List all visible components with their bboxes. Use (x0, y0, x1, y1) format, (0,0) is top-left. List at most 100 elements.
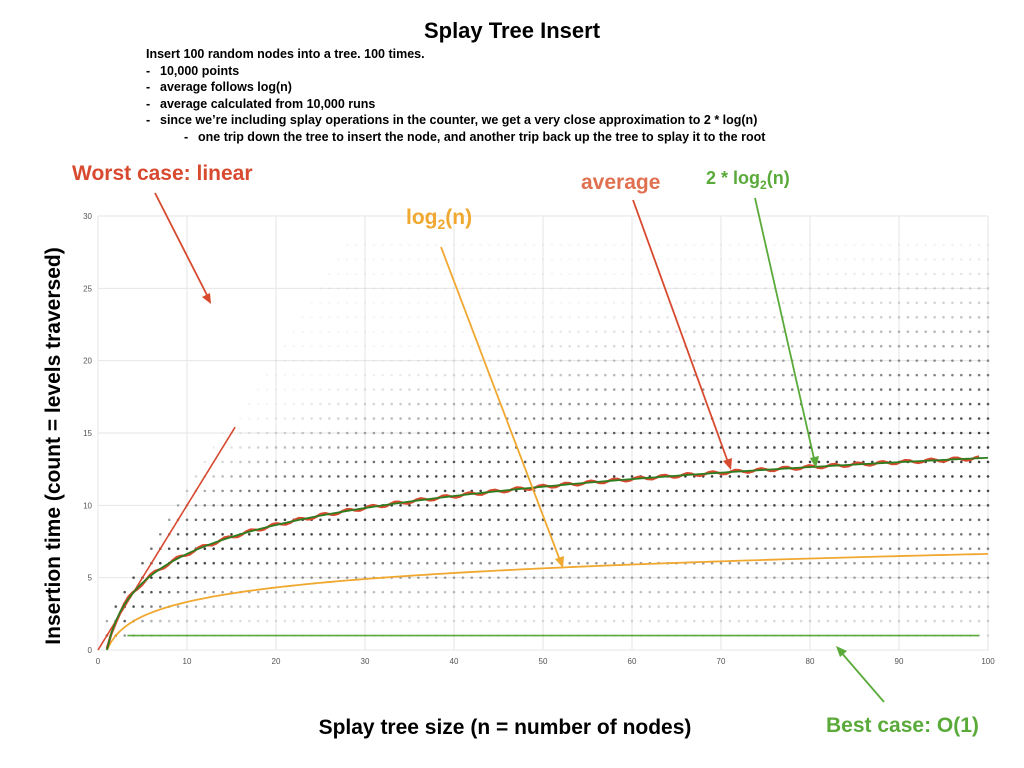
scatter-point (577, 344, 580, 348)
scatter-point (345, 446, 349, 449)
scatter-point (381, 590, 385, 594)
scatter-point (871, 504, 874, 507)
scatter-point (595, 547, 598, 551)
scatter-point (434, 344, 438, 348)
scatter-point (452, 344, 456, 348)
scatter-point (924, 547, 927, 551)
scatter-point (560, 302, 563, 305)
scatter-point (977, 532, 981, 536)
scatter-point (799, 301, 803, 305)
scatter-point (675, 244, 678, 247)
scatter-point (471, 302, 474, 305)
scatter-point (897, 388, 901, 391)
scatter-point (871, 460, 874, 464)
scatter-point (497, 287, 500, 290)
scatter-point (363, 446, 367, 449)
scatter-point (532, 460, 536, 464)
scatter-point (346, 330, 349, 333)
scatter-point (185, 590, 189, 594)
scatter-point (817, 576, 821, 579)
scatter-point (577, 273, 580, 276)
scatter-point (497, 417, 500, 420)
scatter-point (408, 547, 411, 551)
scatter-point (933, 561, 936, 565)
scatter-point (604, 359, 607, 362)
scatter-point (915, 619, 919, 623)
scatter-point (844, 605, 847, 608)
scatter-point (960, 359, 963, 362)
scatter-point (630, 504, 634, 507)
scatter-point (612, 388, 616, 391)
scatter-point (826, 315, 830, 319)
scatter-point (879, 417, 883, 420)
scatter-point (479, 532, 483, 536)
scatter-point (408, 258, 411, 261)
scatter-point (906, 532, 910, 536)
scatter-point (443, 532, 447, 536)
scatter-point (355, 316, 358, 319)
scatter-point (942, 446, 945, 449)
scatter-point (310, 431, 313, 435)
scatter-point (621, 576, 625, 579)
scatter-point (301, 402, 305, 406)
scatter-point (666, 532, 669, 536)
scatter-point (434, 518, 438, 522)
scatter-point (604, 330, 607, 334)
scatter-point (212, 605, 215, 608)
scatter-point (746, 475, 749, 478)
scatter-point (363, 373, 367, 377)
scatter-point (693, 532, 696, 536)
scatter-point (239, 605, 242, 608)
scatter-point (888, 561, 892, 565)
scatter-point (888, 301, 892, 305)
scatter-point (373, 345, 376, 348)
scatter-point (515, 547, 518, 551)
scatter-point (746, 547, 749, 551)
scatter-point (559, 590, 563, 594)
scatter-point (719, 576, 723, 579)
scatter-point (746, 446, 749, 449)
scatter-point (443, 344, 447, 348)
scatter-point (390, 316, 393, 319)
scatter-point (586, 446, 589, 449)
scatter-point (586, 460, 589, 464)
scatter-point (782, 373, 785, 377)
scatter-point (399, 590, 402, 594)
scatter-point (844, 431, 847, 435)
bullet-text: average calculated from 10,000 runs (160, 96, 376, 111)
scatter-point (470, 359, 474, 362)
scatter-point (871, 402, 874, 406)
scatter-point (986, 373, 990, 377)
scatter-point (337, 561, 340, 565)
scatter-point (639, 460, 643, 464)
scatter-point (906, 489, 910, 493)
scatter-point (319, 330, 322, 333)
scatter-point (737, 547, 741, 551)
scatter-point (818, 244, 821, 247)
scatter-point (986, 504, 990, 507)
scatter-point (239, 518, 242, 522)
scatter-point (764, 402, 767, 406)
scatter-point (879, 547, 883, 551)
scatter-point (586, 302, 589, 305)
scatter-point (693, 605, 696, 608)
scatter-point (426, 302, 429, 305)
scatter-point (915, 547, 919, 551)
scatter-point (515, 518, 518, 522)
scatter-point (479, 388, 483, 391)
scatter-point (817, 402, 821, 406)
scatter-point (710, 590, 714, 594)
scatter-point (595, 402, 598, 406)
scatter-point (310, 345, 313, 348)
scatter-point (248, 504, 251, 507)
scatter-point (612, 605, 616, 608)
scatter-point (755, 504, 758, 507)
scatter-point (710, 518, 714, 522)
scatter-point (176, 532, 180, 536)
scatter-point (203, 504, 207, 507)
scatter-point (755, 344, 758, 348)
scatter-point (568, 244, 571, 247)
scatter-point (559, 475, 563, 478)
scatter-point (185, 532, 189, 536)
scatter-point (630, 619, 634, 623)
